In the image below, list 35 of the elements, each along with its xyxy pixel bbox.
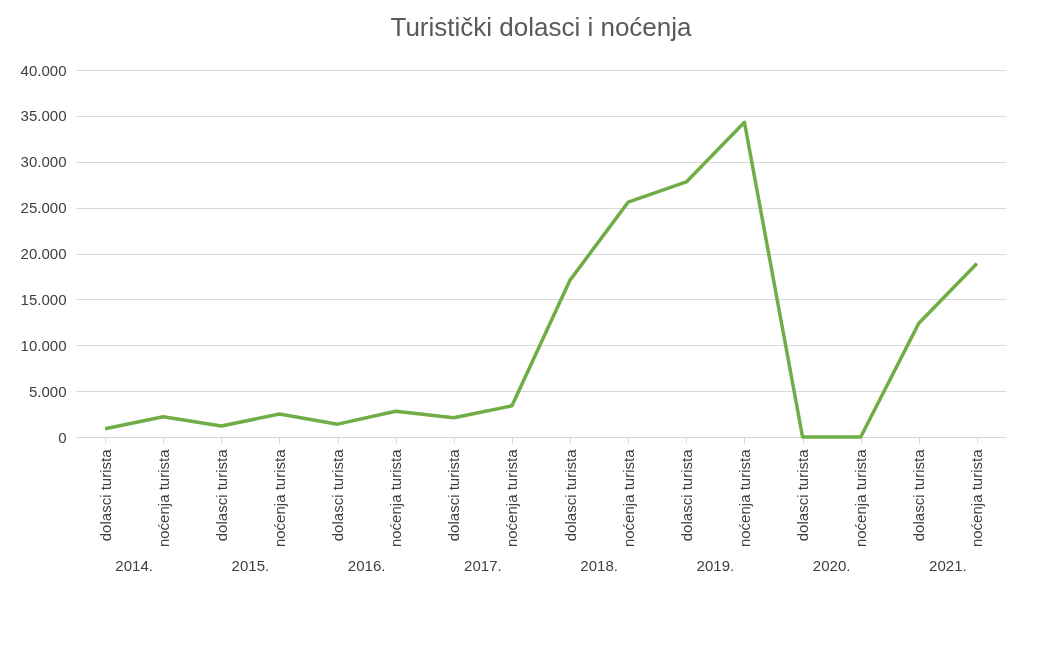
text: 2014. (115, 557, 153, 574)
y-tick-label: 25.000 (20, 199, 67, 217)
y-tick-label: 0 (58, 428, 67, 446)
y-tick-label: 10.000 (20, 336, 67, 354)
y-tick-label: 30.000 (20, 153, 67, 171)
y-tick-label: 40.000 (20, 61, 67, 79)
x-tick-label: dolasci turista (329, 448, 347, 542)
x-tick-label: dolasci turista (445, 448, 463, 542)
x-tick-label: noćenja turista (619, 448, 637, 548)
x-tick-label: noćenja turista (503, 448, 521, 548)
chart-title: Turistički dolasci i noćenja (390, 12, 693, 42)
text: 2015. (231, 557, 270, 574)
x-tick-label: noćenja turista (154, 448, 172, 548)
text: 2017. (464, 557, 502, 574)
x-tick-label: dolasci turista (212, 448, 230, 542)
x-tick-label: dolasci turista (910, 448, 928, 542)
y-tick-label: 5.000 (28, 382, 67, 400)
x-tick-label: dolasci turista (96, 448, 114, 542)
x-tick-label: noćenja turista (735, 448, 753, 548)
y-tick-label: 35.000 (20, 107, 67, 125)
text: 2018. (580, 557, 618, 574)
x-tick-label: dolasci turista (561, 448, 579, 542)
text: 2021. (929, 557, 967, 574)
x-tick-label: noćenja turista (968, 448, 986, 548)
y-tick-label: 20.000 (20, 245, 67, 262)
x-tick-label: noćenja turista (852, 448, 870, 548)
x-tick-label: dolasci turista (677, 448, 695, 542)
text: 2020. (812, 557, 851, 574)
x-tick-label: dolasci turista (794, 448, 812, 542)
text: 2016. (347, 557, 386, 574)
x-tick-label: noćenja turista (270, 448, 288, 548)
line-series (103, 120, 979, 439)
y-tick-label: 15.000 (20, 290, 67, 308)
text: 2019. (696, 557, 735, 574)
x-tick-label: noćenja turista (387, 448, 405, 548)
